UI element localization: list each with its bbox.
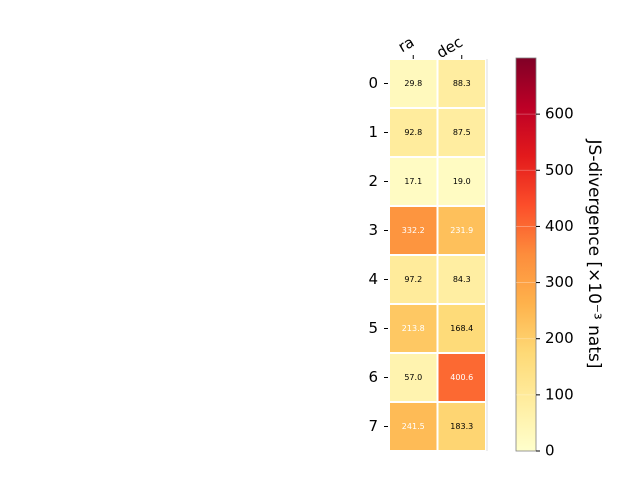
heatmap-cells: 29.8 88.3 92.8 87.5 17.1 19.0 332.2 231.9 97.2 84… [390, 59, 488, 451]
heatmap-cell [390, 305, 437, 352]
row-tick-label: 5 [368, 319, 378, 337]
colorbar-tick-label: 200 [545, 329, 574, 347]
column-ticks: ra dec [395, 33, 466, 62]
heatmap-cell [390, 207, 437, 254]
heatmap-cell [390, 60, 437, 107]
cell-value-label: 92.8 [404, 128, 422, 137]
row-tick-label: 4 [368, 270, 378, 288]
cell-value-label: 97.2 [404, 275, 422, 284]
cell-value-label: 400.6 [450, 373, 473, 382]
heatmap-cell [438, 207, 485, 254]
heatmap-cell [390, 256, 437, 303]
cell-value-label: 332.2 [402, 226, 425, 235]
colorbar-tick-label: 300 [545, 273, 574, 291]
colorbar-tick-label: 400 [545, 217, 574, 235]
heatmap-cell [390, 354, 437, 401]
colorbar-tick-label: 100 [545, 385, 574, 403]
cell-value-label: 57.0 [404, 373, 422, 382]
colorbar-gradient [515, 57, 537, 452]
colorbar: 0 100 200 300 400 500 600 [515, 57, 574, 460]
heatmap-cell [438, 403, 485, 450]
cell-value-label: 168.4 [450, 324, 473, 333]
column-tick-label: dec [433, 33, 465, 62]
column-tick-label: ra [395, 33, 417, 56]
cell-value-label: 19.0 [453, 177, 471, 186]
heatmap-cell [438, 305, 485, 352]
colorbar-label: JS-divergence [×10⁻³ nats] [584, 139, 604, 369]
row-tick-label: 3 [368, 221, 378, 239]
cell-value-label: 84.3 [453, 275, 471, 284]
row-tick-label: 0 [368, 74, 378, 92]
cell-value-label: 231.9 [450, 226, 473, 235]
colorbar-tick-label: 0 [545, 442, 555, 460]
heatmap-cell [438, 354, 485, 401]
cell-value-label: 87.5 [453, 128, 471, 137]
heatmap-cell [438, 60, 485, 107]
heatmap-cell [390, 158, 437, 205]
row-tick-label: 1 [368, 123, 378, 141]
heatmap-cell [438, 256, 485, 303]
heatmap-cell [390, 403, 437, 450]
colorbar-tick-label: 600 [545, 105, 574, 123]
colorbar-tick-label: 500 [545, 161, 574, 179]
cell-value-label: 88.3 [453, 79, 471, 88]
cell-value-label: 241.5 [402, 422, 425, 431]
cell-value-label: 183.3 [450, 422, 473, 431]
row-tick-label: 6 [368, 368, 378, 386]
heatmap-cell [438, 109, 485, 156]
cell-value-label: 213.8 [402, 324, 425, 333]
row-tick-label: 7 [368, 417, 378, 435]
row-tick-label: 2 [368, 172, 378, 190]
row-ticks: 0 1 2 3 4 5 6 7 [368, 74, 388, 435]
cell-value-label: 17.1 [404, 177, 422, 186]
cell-value-label: 29.8 [404, 79, 422, 88]
heatmap-cell [438, 158, 485, 205]
heatmap-cell [390, 109, 437, 156]
